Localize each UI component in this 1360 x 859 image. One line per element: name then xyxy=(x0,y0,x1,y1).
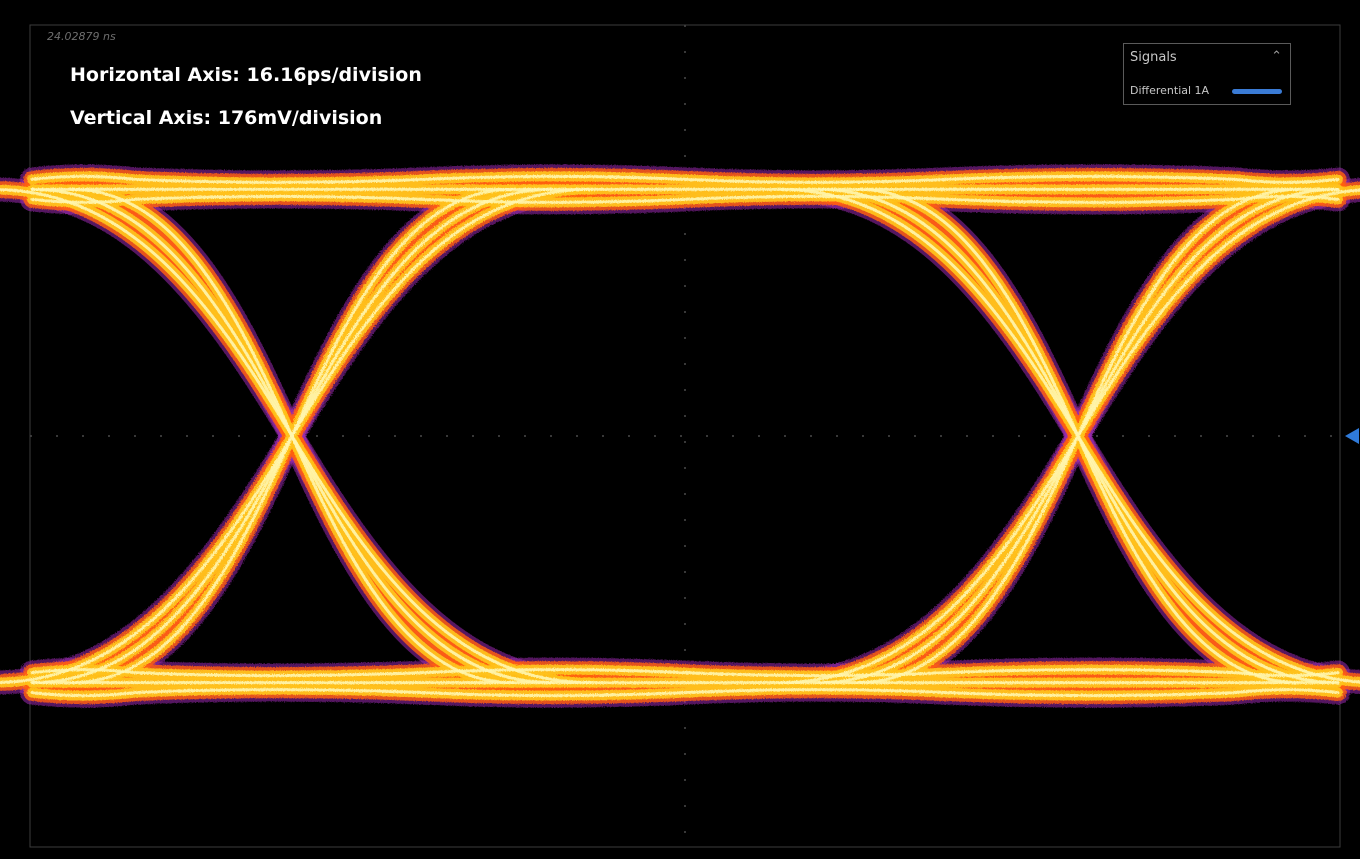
trigger-level-marker-icon[interactable] xyxy=(1345,428,1359,444)
timestamp-readout: 24.02879 ns xyxy=(47,30,116,43)
legend-entry[interactable]: Differential 1A xyxy=(1130,84,1288,100)
horizontal-axis-annotation: Horizontal Axis: 16.16ps/division xyxy=(70,64,422,86)
logic-high-rail-lower xyxy=(30,194,1340,204)
falling-edge-1-3 xyxy=(0,188,592,685)
chevron-up-icon[interactable]: ⌃ xyxy=(1271,49,1282,64)
logic-high-rail-upper xyxy=(30,174,1340,184)
differential-1a-trace xyxy=(0,164,1360,708)
legend-title: Signals xyxy=(1130,50,1177,65)
signals-legend: Signals ⌃ Differential 1A xyxy=(1123,43,1291,105)
logic-low-rail-upper xyxy=(30,668,1340,678)
falling-edge-2-3 xyxy=(778,187,1360,684)
trace-glow-layer-4 xyxy=(0,174,1360,698)
legend-series-swatch xyxy=(1232,89,1282,94)
logic-low-rail-lower xyxy=(30,688,1340,698)
vertical-axis-annotation: Vertical Axis: 176mV/division xyxy=(70,107,383,129)
legend-series-label: Differential 1A xyxy=(1130,84,1210,97)
